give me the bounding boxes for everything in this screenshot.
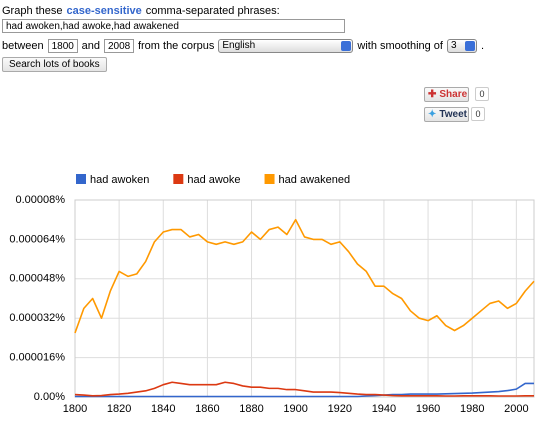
- series-line: [74, 381, 534, 397]
- end-punct: .: [480, 40, 485, 52]
- x-tick-label: 1960: [416, 403, 440, 415]
- end-year[interactable]: 2008: [103, 39, 134, 53]
- legend-label: had awoke: [187, 174, 240, 186]
- between-label: between: [2, 40, 44, 52]
- x-tick-label: 1860: [195, 403, 219, 415]
- smoothing-select[interactable]: 3: [446, 39, 477, 53]
- y-tick-label: 0.000032%: [9, 312, 65, 324]
- series-line: [75, 382, 534, 398]
- share-button[interactable]: ✚ Share: [424, 87, 469, 102]
- legend-label: had awakened: [279, 174, 351, 186]
- query-input[interactable]: had awoken,had awoke,had awakened: [2, 19, 345, 33]
- y-tick-label: 0.000048%: [9, 273, 65, 285]
- x-tick-label: 1980: [460, 403, 484, 415]
- smoothing-label: with smoothing of: [357, 40, 443, 52]
- x-tick-label: 1820: [107, 403, 131, 415]
- legend-swatch: [264, 174, 275, 184]
- select-arrow: [464, 41, 475, 51]
- plot-border: [74, 199, 535, 398]
- y-tick-label: 0.00%: [34, 391, 65, 403]
- tweet-button[interactable]: ✦ Tweet: [424, 107, 469, 122]
- tweet-icon: ✦: [428, 109, 437, 120]
- prompt-end: comma-separated phrases:: [145, 5, 280, 17]
- prompt: Graph these case-sensitive comma-separat…: [2, 5, 280, 17]
- smoothing-value: 3: [450, 40, 457, 51]
- x-tick-label: 1920: [328, 403, 352, 415]
- legend-swatch: [173, 174, 184, 184]
- share-icon: ✚: [428, 89, 437, 100]
- x-tick-label: 1800: [63, 403, 87, 415]
- x-tick-label: 1840: [151, 403, 175, 415]
- share-count: 0: [475, 87, 489, 101]
- tweet-count: 0: [471, 107, 485, 121]
- corpus-label: from the corpus: [137, 40, 215, 52]
- x-tick-label: 1900: [283, 403, 307, 415]
- x-tick-label: 1880: [239, 403, 263, 415]
- tweet-label: Tweet: [439, 109, 467, 120]
- y-tick-label: 0.000064%: [9, 233, 65, 245]
- share-label: Share: [439, 89, 468, 100]
- and-label: and: [81, 40, 100, 52]
- x-tick-label: 1940: [372, 403, 396, 415]
- corpus-value: English: [222, 40, 256, 51]
- series-line: [74, 218, 535, 334]
- start-year[interactable]: 1800: [47, 39, 78, 53]
- y-tick-label: 0.000016%: [9, 352, 65, 364]
- legend-label: had awoken: [90, 174, 149, 186]
- x-tick-label: 2000: [504, 403, 528, 415]
- prompt-start: Graph these: [2, 5, 63, 17]
- legend-swatch: [76, 174, 86, 184]
- corpus-select[interactable]: English: [218, 39, 354, 53]
- options-row: between 1800 and 2008 from the corpus En…: [2, 39, 484, 53]
- prompt-emphasis[interactable]: case-sensitive: [66, 5, 142, 17]
- y-tick-label: 0.00008%: [15, 194, 65, 206]
- select-arrow: [341, 41, 352, 51]
- search-button[interactable]: Search lots of books: [2, 57, 107, 72]
